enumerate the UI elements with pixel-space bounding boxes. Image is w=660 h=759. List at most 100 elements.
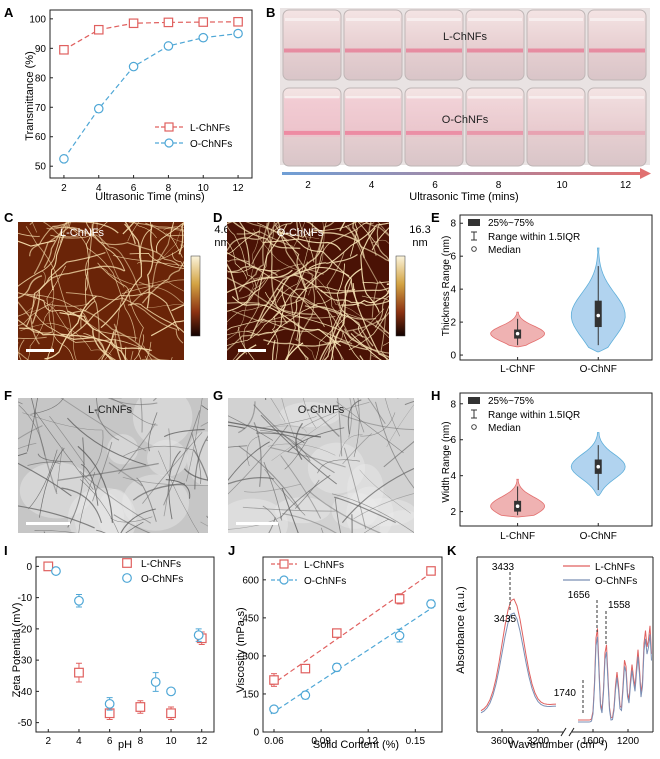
tem-fiber: [351, 514, 353, 533]
afm-d-colorbar: [395, 255, 406, 337]
afm-fiber: [260, 266, 350, 321]
legend-label: O-ChNFs: [595, 576, 637, 587]
x-tick-label: 10: [556, 180, 568, 191]
tem-fiber: [228, 424, 246, 429]
afm-fiber: [350, 333, 382, 360]
vial-rim: [285, 96, 339, 99]
y-tick-label: 2: [450, 318, 456, 329]
tem-fiber: [18, 505, 95, 529]
afm-fiber: [330, 336, 345, 360]
vial-rim: [407, 18, 461, 21]
afm-fiber: [100, 223, 143, 329]
afm-fiber: [18, 230, 63, 287]
tem-fiber: [34, 411, 94, 490]
vial-pink-band: [406, 48, 462, 53]
afm-d-label: O-ChNFs: [277, 227, 324, 239]
tem-fiber: [282, 513, 337, 533]
data-point: [128, 18, 139, 29]
y-tick-label: 50: [35, 162, 47, 173]
tem-fiber: [148, 412, 158, 452]
tem-fiber: [163, 428, 205, 438]
afm-fiber: [18, 319, 53, 334]
panel-k-ylabel: Absorbance (a.u.): [455, 586, 467, 673]
afm-fiber: [293, 274, 389, 294]
spectrum-o-chnfs: [480, 612, 557, 714]
x-tick-label: 0.15: [406, 736, 426, 747]
y-tick-label: -40: [18, 687, 33, 698]
tem-f-label: L-ChNFs: [88, 404, 133, 416]
tem-fiber: [253, 422, 262, 487]
tem-membrane-patch: [122, 474, 190, 531]
afm-fiber: [319, 314, 343, 360]
afm-fiber: [138, 334, 145, 360]
afm-fiber: [155, 223, 184, 266]
afm-fiber: [338, 309, 389, 339]
panel-e-thickness-violin: 0 2 4 6 8 L-ChNF O-ChNF 25%~75% Range within 1.…: [441, 214, 653, 375]
panel-letter-b: B: [266, 5, 275, 20]
afm-fiber: [227, 225, 261, 340]
panel-g-tem-image: O-ChNFs: [228, 398, 414, 533]
afm-fiber: [376, 223, 389, 263]
legend-label: L-ChNFs: [595, 562, 635, 573]
x-tick-label: 2: [305, 180, 311, 191]
afm-d-scale-bar: [238, 349, 266, 352]
afm-c-scale-bar: [26, 349, 54, 352]
panel-j-ylabel: Viscosity (mPa·s): [235, 607, 247, 692]
panel-letter-a: A: [4, 5, 14, 20]
afm-fiber: [347, 225, 379, 318]
tem-fiber: [336, 401, 404, 454]
afm-fiber: [127, 303, 184, 334]
panel-a-ylabel: Transmittance (%): [24, 51, 36, 140]
tem-fiber: [27, 461, 60, 466]
vial-pink-band: [467, 130, 523, 135]
afm-fiber: [46, 285, 55, 360]
data-point: [166, 708, 176, 719]
legend-label: L-ChNFs: [304, 560, 344, 571]
afm-fiber: [238, 222, 268, 292]
vial: [343, 9, 403, 81]
panel-i-ylabel: Zeta Potential (mV): [11, 603, 23, 698]
violin-median: [515, 331, 520, 336]
afm-c-colorbar: [190, 255, 201, 337]
vial-rim: [468, 18, 522, 21]
legend-marker: [122, 558, 132, 568]
panel-i-axes: [35, 556, 215, 733]
afm-fiber: [314, 222, 358, 232]
afm-fiber: [67, 310, 114, 360]
afm-fiber: [139, 222, 153, 265]
vial-rim: [346, 96, 400, 99]
vial: [404, 87, 464, 167]
panel-letter-h: H: [431, 388, 440, 403]
afm-c-colorbar-max: 4.6: [214, 224, 229, 236]
x-tick-label: 12: [620, 180, 632, 191]
tem-fiber: [262, 505, 281, 533]
tem-fiber: [108, 462, 143, 487]
y-tick-label: 100: [29, 14, 46, 25]
tem-fiber: [18, 404, 46, 456]
legend-label: O-ChNFs: [190, 139, 232, 150]
y-tick-label: -10: [18, 593, 33, 604]
afm-fiber: [370, 239, 389, 244]
tem-fiber: [301, 401, 370, 429]
y-tick-label: 150: [242, 689, 259, 700]
violin-median: [515, 504, 520, 509]
panel-a-axes: [49, 9, 253, 179]
afm-fiber: [227, 276, 316, 315]
afm-fiber: [249, 244, 325, 339]
x-tick-label: 3600: [491, 736, 514, 747]
afm-fiber: [375, 320, 389, 335]
data-point: [150, 677, 161, 687]
afm-fiber: [68, 291, 180, 338]
tem-fiber: [260, 430, 311, 462]
afm-d-colorbar-unit: nm: [412, 237, 427, 249]
afm-fiber: [113, 323, 129, 360]
afm-fiber: [138, 281, 184, 305]
afm-fiber: [46, 265, 74, 360]
y-tick-label: -50: [18, 718, 33, 729]
vial-turbidity: [284, 98, 340, 137]
tem-fiber: [122, 476, 208, 486]
tem-fiber: [191, 432, 202, 484]
afm-fiber: [18, 328, 117, 360]
panel-j-xlabel: Solid Content (%): [313, 739, 399, 751]
tem-membrane-patch: [279, 402, 341, 428]
